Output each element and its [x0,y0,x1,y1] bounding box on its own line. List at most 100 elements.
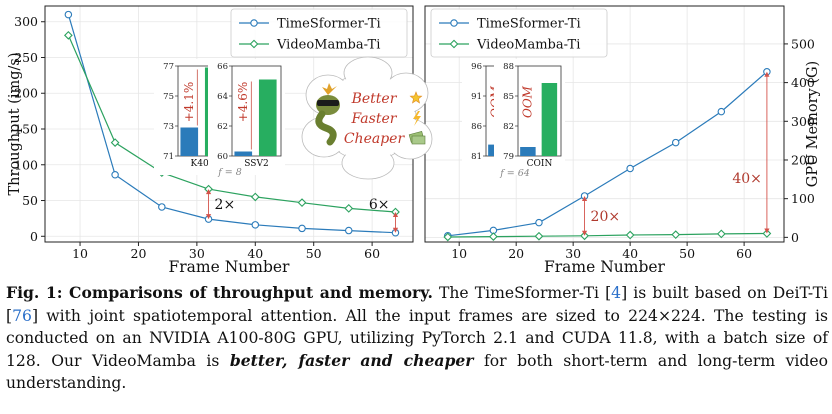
data-point [625,230,635,240]
data-point [671,230,681,240]
legend-entry: TimeSformer-Ti [277,17,381,32]
inset-tick-label: 91 [471,92,482,102]
annotation-label: 20× [591,209,621,225]
better-faster-cheaper-badge: Better Faster Cheaper [301,56,433,180]
baseline-bar [520,147,536,156]
caption-emphasis: better, faster and cheaper [229,350,474,370]
data-point [297,198,307,208]
inset-tick-label: 71 [163,152,174,162]
data-point [344,226,353,235]
x-axis-label: Frame Number [169,258,291,276]
data-point [489,232,498,241]
annotation-arrowhead [581,230,588,236]
annotation-arrowhead [764,71,770,77]
annotation-label: 6× [369,197,390,213]
videomamba-bar [541,83,558,156]
y-tick-label: 100 [14,157,38,172]
legend-marker [450,19,458,27]
caption-text: The TimeSformer-Ti [ [432,284,612,302]
caption-figure-label: Fig. 1: Comparisons of throughput and me… [6,283,433,302]
y-tick-label: 100 [791,191,815,206]
mascot-crown [322,83,337,95]
cloud-fill [385,74,427,112]
inset-category-label: COIN [527,159,553,169]
legend-marker [449,39,459,49]
y-tick-label: 0 [791,230,799,245]
legend-marker [249,39,259,49]
y-tick-label: 0 [30,229,38,244]
data-point [64,10,73,19]
data-point [250,192,260,202]
x-tick-label: 30 [565,246,581,261]
x-axis-label: Frame Number [544,258,666,276]
x-tick-label: 40 [622,246,638,261]
inset-annotation: OOM [520,85,534,118]
x-tick-label: 60 [736,246,752,261]
data-point [344,204,354,213]
series-line [67,14,396,234]
inset-annotation: +4.6% [236,82,250,123]
data-point [626,164,634,173]
series-line [447,232,767,238]
x-tick-label: 20 [508,246,524,261]
inset-tick-label: 66 [217,62,228,72]
annotation-arrowhead [205,214,212,220]
legend-marker [250,19,258,27]
y-tick-label: 500 [791,36,815,51]
videomamba-bar [258,79,277,156]
baseline-bar [234,151,253,156]
annotation-arrowhead [764,228,770,234]
y-tick-label: 200 [14,86,38,101]
figure-caption: Fig. 1: Comparisons of throughput and me… [6,282,828,395]
inset-annotation: +4.1% [182,82,196,123]
series-line [67,35,396,213]
y-axis-label: GPU Memory (G) [805,61,821,187]
y-tick-label: 200 [791,152,815,167]
snake-mascot-icon [315,83,340,146]
inset-category-label: SSV2 [244,159,268,169]
mascot-body [315,110,337,146]
cloud-fill [345,58,391,88]
inset-tick-label: 81 [471,152,482,162]
x-tick-label: 10 [451,246,467,261]
y-tick-label: 250 [14,50,38,65]
y-axis-label: Throughput (img/s) [7,53,23,196]
data-point [111,171,119,179]
legend-entry: VideoMamba-Ti [276,38,380,53]
data-point [158,203,166,211]
data-point [580,231,589,241]
cloud-fill [303,118,345,156]
caption-citation-link[interactable]: 4 [611,284,622,302]
legend-box [430,8,608,58]
annotation-arrowhead [581,195,588,201]
series-line [447,71,768,237]
gpu-memory-chart: 10 20 30 40 50 60 0 100 200 300 400 500 Frame Number… [424,5,821,276]
star-icon [409,91,423,104]
inset-category-label: K400 [191,159,215,169]
data-point [63,30,73,40]
x-tick-label: 50 [679,246,695,261]
annotation-arrowhead [205,189,212,195]
y-tick-label: 300 [14,14,38,29]
badge-line: Cheaper [344,131,406,147]
inset-tick-label: 88 [503,62,514,72]
cloud-fill [389,120,431,158]
inset-tick-label: 96 [471,62,482,72]
annotation-label: 40× [732,171,762,187]
inset-note: f = 8 [217,167,242,178]
data-point [717,107,726,116]
inset-tick-label: 73 [163,122,174,132]
badge-line: Faster [351,111,398,127]
inset-tick-label: 60 [217,152,228,162]
x-tick-label: 30 [189,246,205,261]
inset-f64: 81869196OOMBF79828588OOMCOINf = 64 [462,59,565,179]
data-point [671,138,680,147]
cloud-fill [343,148,393,178]
x-tick-label: 20 [131,246,147,261]
annotation-arrowhead [392,211,399,217]
x-tick-label: 60 [364,246,380,261]
data-point [443,232,453,242]
caption-citation-link[interactable]: 76 [12,306,32,325]
inset-tick-label: 82 [503,122,514,132]
